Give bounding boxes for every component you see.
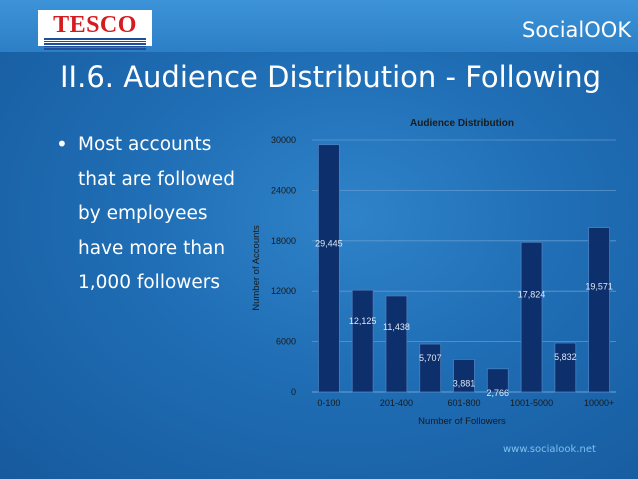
bars	[318, 144, 610, 393]
bar-1001-5000	[520, 241, 543, 393]
bullet-text: Most accounts that are followed by emplo…	[78, 134, 235, 293]
y-tick-label: 12000	[271, 286, 296, 296]
sociallook-logo: SocialOOK	[522, 18, 632, 42]
data-label: 2,766	[487, 388, 510, 398]
bar-801-1000	[486, 368, 509, 393]
website-link[interactable]: www.socialook.net	[503, 444, 596, 455]
bar-101-200	[351, 289, 374, 393]
tesco-logo: TESCO	[38, 10, 152, 50]
y-tick-label: 0	[291, 387, 296, 397]
x-axis-label: Number of Followers	[418, 416, 506, 427]
x-tick-label: 0-100	[317, 398, 340, 408]
y-tick-label: 24000	[271, 185, 296, 195]
data-label: 17,824	[518, 289, 546, 299]
data-label: 5,832	[554, 352, 577, 362]
tesco-logo-stripes	[44, 38, 146, 51]
y-tick-label: 30000	[271, 135, 296, 145]
data-label: 3,881	[453, 378, 476, 388]
data-labels: 29,445 12,125 11,438 5,707 3,881 2,766 17,824 5…	[315, 239, 613, 398]
x-tick-labels: 0-100 201-400 601-800 1001-5000 10000+	[317, 398, 614, 408]
data-label: 19,571	[585, 282, 613, 292]
x-tick-label: 10000+	[584, 398, 614, 408]
bullet-icon: •	[56, 132, 68, 156]
y-tick-labels: 0 6000 12000 18000 24000 30000	[271, 135, 296, 397]
x-tick-label: 601-800	[447, 398, 480, 408]
tesco-logo-text: TESCO	[53, 12, 137, 38]
slide-title: II.6. Audience Distribution - Following	[60, 60, 602, 94]
bar-5001-10000	[554, 342, 577, 393]
bar-10000+	[588, 227, 610, 393]
y-tick-label: 6000	[276, 337, 296, 347]
data-label: 29,445	[315, 239, 343, 249]
y-tick-label: 18000	[271, 236, 296, 246]
bar-401-600	[419, 343, 442, 393]
bar-201-400	[385, 295, 408, 393]
data-label: 5,707	[419, 353, 442, 363]
y-axis-label: Number of Accounts	[251, 225, 262, 311]
bar-601-800	[453, 358, 475, 393]
data-label: 11,438	[383, 322, 410, 332]
bar-0-100	[318, 144, 340, 393]
x-tick-label: 1001-5000	[510, 398, 553, 408]
chart-title: Audience Distribution	[410, 118, 514, 129]
x-tick-label: 201-400	[380, 398, 413, 408]
data-label: 12,125	[349, 316, 377, 326]
